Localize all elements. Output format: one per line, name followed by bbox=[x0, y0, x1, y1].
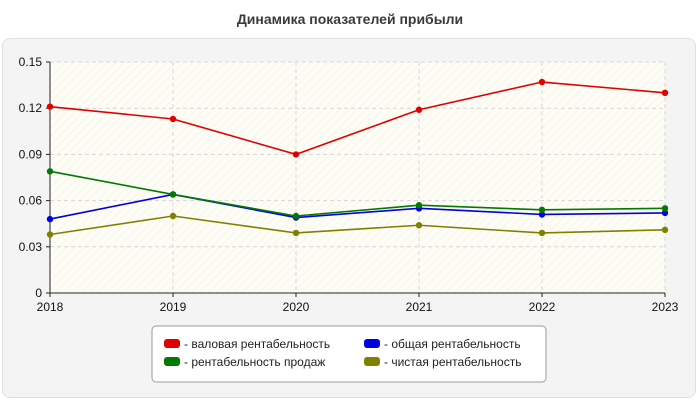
legend-swatch bbox=[164, 339, 180, 348]
data-point bbox=[661, 205, 669, 212]
y-tick-label: 0.12 bbox=[19, 101, 43, 115]
series-line bbox=[49, 215, 666, 236]
data-point bbox=[538, 211, 546, 218]
series-line bbox=[49, 81, 666, 156]
legend-label: - общая рентабельность bbox=[384, 337, 521, 351]
y-tick-label: 0.06 bbox=[19, 194, 43, 208]
legend-label: - валовая рентабельность bbox=[184, 337, 330, 351]
x-tick-label: 2019 bbox=[160, 300, 187, 314]
data-point bbox=[415, 106, 423, 113]
data-point bbox=[292, 229, 300, 237]
data-point bbox=[538, 229, 546, 237]
data-point bbox=[661, 89, 669, 97]
x-tick-label: 2018 bbox=[37, 300, 64, 314]
data-point bbox=[169, 115, 177, 123]
data-point bbox=[46, 231, 54, 238]
plot-area: 0 0.03 0.06 0.09 0.12 0.15 2018 2019 2020 2021 202… bbox=[19, 55, 679, 314]
data-point bbox=[169, 191, 177, 198]
data-point bbox=[292, 212, 300, 220]
y-tick-label: 0 bbox=[35, 286, 42, 300]
chart-title: Динамика показателей прибыли bbox=[236, 11, 464, 27]
data-point bbox=[538, 78, 546, 86]
data-point bbox=[415, 202, 423, 209]
data-point bbox=[46, 215, 54, 223]
legend-label: - рентабельность продаж bbox=[184, 355, 325, 369]
x-tick-label: 2021 bbox=[406, 300, 433, 314]
legend-swatch bbox=[364, 357, 380, 366]
x-tick-label: 2022 bbox=[529, 300, 556, 314]
data-point bbox=[46, 103, 54, 110]
x-tick-label: 2023 bbox=[652, 300, 679, 314]
y-tick-label: 0.15 bbox=[19, 55, 43, 69]
data-point bbox=[292, 151, 300, 158]
plot-background bbox=[50, 62, 665, 293]
data-point bbox=[169, 212, 177, 220]
data-point bbox=[661, 226, 669, 234]
series-line bbox=[49, 170, 666, 217]
data-point bbox=[415, 222, 423, 229]
legend-swatch bbox=[164, 357, 180, 366]
data-point bbox=[538, 206, 546, 214]
legend-box bbox=[151, 325, 547, 383]
x-tick-label: 2020 bbox=[283, 300, 310, 314]
data-point bbox=[661, 209, 669, 217]
data-point bbox=[46, 168, 54, 175]
y-tick-label: 0.09 bbox=[19, 147, 43, 161]
legend-label: - чистая рентабельность bbox=[384, 355, 521, 369]
legend-swatch bbox=[364, 339, 380, 348]
series-line bbox=[49, 193, 666, 220]
legend: - валовая рентабельность - общая рентабел… bbox=[151, 325, 547, 383]
y-tick-label: 0.03 bbox=[19, 240, 43, 254]
